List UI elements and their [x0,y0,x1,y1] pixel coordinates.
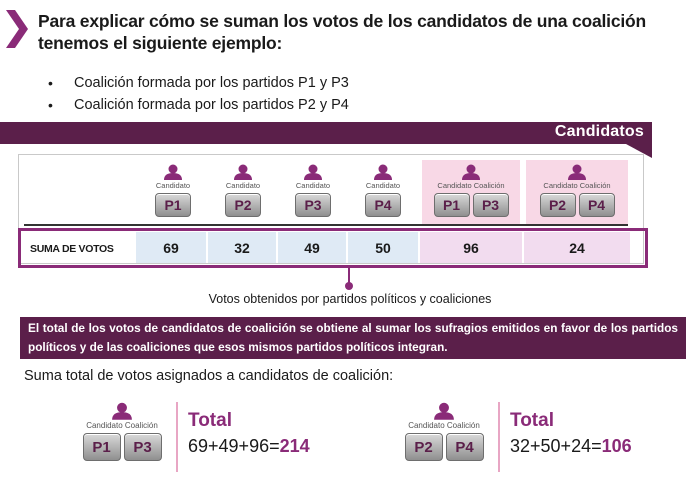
party-chip: P3 [472,193,509,217]
total-formula: 69+49+96=214 [188,436,310,457]
table-caption: Votos obtenidos por partidos políticos y… [208,292,492,306]
coalition-candidate-p1-p3: Candidato Coalición P1 P3 [422,164,520,217]
page-heading: Para explicar cómo se suman los votos de… [38,11,647,53]
connector-line [348,268,350,284]
candidate-label: Candidato Coalición [437,181,505,190]
total-formula: 32+50+24=106 [510,436,632,457]
formula-terms: 32+50+24= [510,436,602,456]
person-icon [164,164,182,180]
candidates-table [18,154,644,264]
person-icon [462,164,480,180]
party-chip: P2 [404,433,443,461]
divider [176,402,178,472]
party-chip: P4 [578,193,615,217]
candidate-p1: Candidato P1 [148,164,198,217]
coalition-candidate-badge: Candidato Coalición P1 P3 [82,402,162,461]
candidate-label: Candidato Coalición [408,421,480,430]
coalition-candidate-p2-p4: Candidato Coalición P2 P4 [526,164,628,217]
list-item: • Coalición formada por los partidos P2 y… [48,94,349,116]
header-divider [24,224,628,226]
party-chip: P3 [295,193,331,217]
candidates-banner: Candidatos [0,122,652,144]
candidate-p2: Candidato P2 [218,164,268,217]
party-chip: P2 [225,193,261,217]
coalition-candidate-badge: Candidato Coalición P2 P4 [404,402,484,461]
section-subheading: Suma total de votos asignados a candidat… [24,368,394,384]
list-item: • Coalición formada por los partidos P1 y… [48,72,349,94]
party-chip: P2 [539,193,576,217]
connector-dot [345,282,353,290]
party-chip: P1 [82,433,121,461]
person-icon [304,164,322,180]
person-icon [112,402,132,420]
party-chip: P4 [365,193,401,217]
formula-result: 106 [601,436,632,456]
total-title: Total [510,410,554,431]
candidate-label: Candidato [225,181,261,190]
divider [498,402,500,472]
candidate-label: Candidato Coalición [86,421,158,430]
formula-terms: 69+49+96= [188,436,280,456]
total-title: Total [188,410,232,431]
candidate-p4: Candidato P4 [358,164,408,217]
list-item-text: Coalición formada por los partidos P1 y … [74,75,349,91]
bullet-icon: • [48,97,53,113]
sum-cell: 32 [208,232,276,263]
person-icon [374,164,392,180]
sum-row-frame [18,228,648,268]
explanation-callout: El total de los votos de candidatos de c… [20,317,686,359]
sum-row-label: SUMA DE VOTOS [30,243,114,255]
candidate-label: Candidato [155,181,191,190]
formula-result: 214 [279,436,310,456]
candidate-label: Candidato [295,181,331,190]
candidate-p3: Candidato P3 [288,164,338,217]
sum-cell: 49 [278,232,346,263]
bullet-icon: • [48,75,53,91]
sum-cell: 96 [420,232,522,263]
sum-cell: 24 [524,232,630,263]
party-chip: P3 [123,433,162,461]
candidate-label: Candidato Coalición [543,181,611,190]
coalition-list: • Coalición formada por los partidos P1 y… [48,72,349,116]
sum-cell: 50 [348,232,418,263]
chevron-right-icon [6,10,28,48]
party-chip: P4 [445,433,484,461]
banner-label: Candidatos [554,123,644,140]
candidate-label: Candidato [365,181,401,190]
list-item-text: Coalición formada por los partidos P2 y … [74,97,349,113]
sum-cell: 69 [136,232,206,263]
person-icon [234,164,252,180]
person-icon [434,402,454,420]
party-chip: P1 [155,193,191,217]
person-icon [568,164,586,180]
party-chip: P1 [433,193,470,217]
